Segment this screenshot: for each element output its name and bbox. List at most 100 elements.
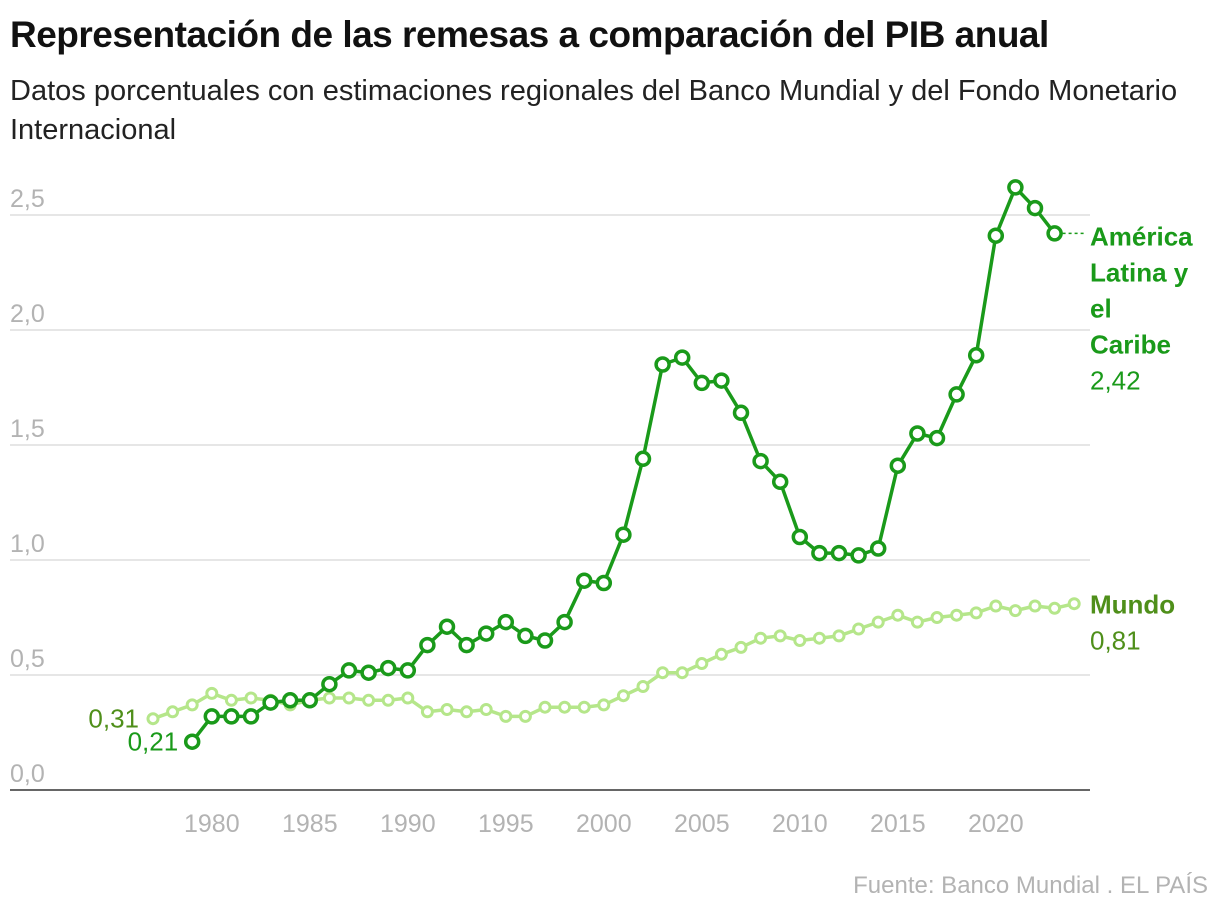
data-point	[811, 544, 828, 562]
data-point	[891, 608, 905, 622]
data-point	[203, 708, 221, 725]
data-point	[322, 691, 336, 705]
data-point	[850, 547, 867, 564]
data-point	[420, 705, 434, 719]
data-point	[616, 689, 630, 703]
data-point	[969, 606, 983, 620]
data-point	[869, 540, 887, 557]
data-point	[301, 692, 319, 709]
data-point	[871, 615, 885, 629]
data-point	[910, 615, 924, 629]
data-point	[242, 708, 260, 725]
data-point	[967, 347, 985, 364]
y-tick-label: 1,0	[10, 530, 45, 558]
data-point	[497, 613, 515, 631]
data-point	[734, 640, 748, 654]
data-point	[930, 611, 944, 624]
data-point	[693, 374, 711, 392]
data-point	[909, 425, 926, 442]
data-point	[499, 709, 513, 723]
series-name-label: el	[1090, 293, 1112, 323]
data-point	[342, 691, 356, 705]
end-value-label: 2,42	[1090, 365, 1141, 395]
data-point	[577, 700, 591, 714]
y-tick-label: 1,5	[10, 415, 45, 443]
data-point	[987, 227, 1005, 244]
data-point	[732, 404, 750, 422]
data-point	[695, 657, 709, 670]
data-point	[989, 599, 1003, 613]
y-tick-label: 0,5	[10, 645, 45, 673]
data-point	[889, 457, 907, 474]
data-point	[362, 693, 376, 707]
data-point	[224, 693, 238, 707]
series-name-label: Latina y	[1090, 257, 1189, 287]
series-latam-line	[190, 185, 1056, 743]
data-point	[223, 708, 240, 725]
data-point	[773, 629, 787, 643]
data-point	[948, 386, 965, 403]
data-point	[1048, 601, 1062, 615]
data-point	[1067, 597, 1081, 611]
series-labels: 0,31 Mundo 0,81 0,21 América Latina y el Caribe…	[88, 221, 1193, 756]
data-point	[1028, 599, 1042, 613]
series-latam	[183, 179, 1063, 750]
end-value-label: 0,81	[1090, 626, 1141, 656]
data-point	[205, 686, 219, 700]
data-point	[771, 473, 789, 491]
data-point	[928, 429, 946, 447]
data-point	[950, 608, 964, 622]
data-point	[1008, 604, 1022, 618]
data-point	[244, 691, 258, 705]
data-point	[558, 700, 572, 714]
x-tick-label: 1980	[184, 810, 240, 838]
data-point	[634, 450, 652, 468]
data-point	[615, 526, 632, 543]
data-point	[852, 622, 866, 636]
data-point	[517, 627, 534, 645]
data-point	[381, 693, 395, 707]
series-name-label: Caribe	[1090, 329, 1171, 359]
y-tick-label: 0,0	[10, 760, 45, 788]
data-point	[536, 632, 554, 649]
data-point	[262, 694, 279, 711]
start-value-label: 0,31	[88, 704, 139, 734]
data-point	[597, 698, 611, 712]
x-tick-label: 2000	[576, 810, 632, 838]
data-point	[714, 647, 728, 661]
data-point	[185, 698, 199, 712]
data-point	[675, 666, 689, 680]
y-tick-label: 2,0	[10, 300, 45, 328]
x-tick-label: 2020	[968, 810, 1024, 838]
data-point	[791, 528, 809, 546]
data-point	[832, 629, 846, 643]
x-tick-label: 2015	[870, 810, 926, 838]
x-tick-label: 1990	[380, 810, 436, 838]
data-point	[460, 705, 474, 719]
data-point	[379, 659, 397, 677]
data-point	[438, 618, 456, 635]
series-name-label: Mundo	[1090, 590, 1175, 620]
data-point	[401, 691, 415, 705]
data-point	[812, 631, 826, 645]
y-tick-label: 2,5	[10, 185, 45, 213]
data-point	[538, 700, 552, 714]
x-tick-label: 1995	[478, 810, 534, 838]
data-point	[518, 709, 532, 723]
data-point	[556, 613, 573, 631]
data-point	[479, 703, 493, 716]
source-note: Fuente: Banco Mundial . EL PAÍS	[853, 872, 1208, 899]
series-layer	[146, 179, 1081, 750]
data-point	[673, 349, 691, 366]
data-point	[830, 544, 848, 562]
data-point	[440, 703, 454, 716]
data-point	[360, 664, 377, 681]
data-point	[575, 572, 593, 589]
x-tick-label: 2005	[674, 810, 730, 838]
data-point	[340, 662, 358, 679]
data-point	[399, 662, 417, 679]
chart-subtitle: Datos porcentuales con estimaciones regi…	[10, 75, 1178, 146]
series-mundo	[146, 597, 1081, 726]
x-axis-ticks: 1980 1985 1990 1995 2000 2005 2010 2015 2020	[184, 810, 1024, 838]
